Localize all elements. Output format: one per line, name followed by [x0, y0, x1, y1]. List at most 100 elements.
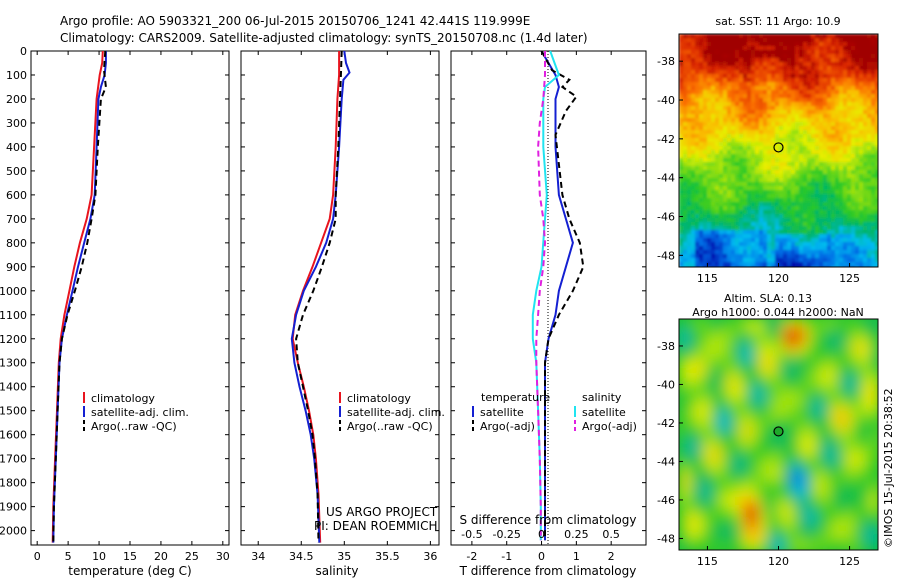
sst-cell [815, 162, 820, 167]
sst-cell [771, 218, 776, 223]
sst-cell [867, 70, 872, 75]
sst-cell [691, 202, 696, 207]
sst-cell [763, 102, 768, 107]
sst-cell [771, 78, 776, 83]
sst-cell [695, 158, 700, 163]
sst-cell [771, 242, 776, 247]
sst-cell [739, 214, 744, 219]
sst-cell [811, 258, 816, 263]
sst-cell [771, 178, 776, 183]
sst-cell [683, 214, 688, 219]
sla-cell [719, 511, 728, 520]
depth-tick-label: 600 [6, 189, 27, 202]
sst-cell [855, 242, 860, 247]
sst-cell [871, 38, 876, 43]
sst-cell [751, 106, 756, 111]
sst-cell [815, 138, 820, 143]
sst-cell [731, 134, 736, 139]
sst-cell [815, 146, 820, 151]
sst-cell [871, 202, 876, 207]
sst-cell [751, 58, 756, 63]
sst-cell [827, 74, 832, 79]
sla-cell [703, 407, 712, 416]
legend-label: Argo(-adj) [480, 420, 535, 433]
sst-cell [807, 130, 812, 135]
sst-cell [751, 98, 756, 103]
sst-cell [847, 102, 852, 107]
sst-cell [767, 54, 772, 59]
sst-cell [691, 94, 696, 99]
sst-cell [727, 46, 732, 51]
sst-cell [715, 242, 720, 247]
sst-cell [767, 146, 772, 151]
sst-cell [771, 118, 776, 123]
sst-cell [763, 114, 768, 119]
sst-cell [847, 182, 852, 187]
sst-cell [735, 86, 740, 91]
sst-cell [855, 134, 860, 139]
sla-cell [815, 479, 824, 488]
depth-tick-label: 100 [6, 69, 27, 82]
sst-cell [779, 66, 784, 71]
sst-cell [739, 90, 744, 95]
sst-cell [783, 174, 788, 179]
sst-cell [855, 206, 860, 211]
argo-position-marker [773, 142, 784, 153]
sst-cell [819, 162, 824, 167]
sst-cell [871, 174, 876, 179]
sst-cell [715, 126, 720, 131]
sst-cell [815, 82, 820, 87]
figure-title-line-2: Climatology: CARS2009. Satellite-adjuste… [60, 31, 588, 45]
sst-cell [871, 210, 876, 215]
sst-cell [687, 178, 692, 183]
sla-cell [855, 319, 864, 328]
sst-cell [855, 170, 860, 175]
sst-cell [835, 46, 840, 51]
sst-cell [719, 118, 724, 123]
sst-cell [763, 94, 768, 99]
sst-cell [867, 158, 872, 163]
sst-cell [819, 34, 824, 39]
sst-cell [839, 50, 844, 55]
sst-cell [731, 198, 736, 203]
sla-cell [695, 527, 704, 536]
sst-cell [803, 86, 808, 91]
sst-cell [771, 94, 776, 99]
sla-cell [775, 351, 784, 360]
sla-cell [703, 471, 712, 480]
temperature-argo-raw-qc--line [52, 50, 107, 543]
sst-cell [831, 134, 836, 139]
sst-cell [835, 94, 840, 99]
sst-cell [679, 262, 684, 267]
sla-cell [807, 367, 816, 376]
sla-cell [775, 447, 784, 456]
sst-cell [719, 234, 724, 239]
sst-cell [815, 210, 820, 215]
sst-cell [795, 130, 800, 135]
sst-cell [819, 222, 824, 227]
sst-cell [731, 98, 736, 103]
sst-cell [759, 150, 764, 155]
sst-cell [787, 234, 792, 239]
sst-cell [699, 58, 704, 63]
sst-cell [835, 50, 840, 55]
sst-cell [731, 246, 736, 251]
sst-cell [679, 102, 684, 107]
sst-cell [767, 210, 772, 215]
sst-cell [683, 114, 688, 119]
sla-cell [759, 359, 768, 368]
sst-cell [751, 258, 756, 263]
sst-cell [803, 106, 808, 111]
sst-cell [699, 98, 704, 103]
sla-cell [871, 423, 878, 432]
sst-cell [831, 142, 836, 147]
sst-cell [823, 110, 828, 115]
sst-cell [719, 170, 724, 175]
sst-cell [839, 250, 844, 255]
sla-cell [703, 503, 712, 512]
sla-cell [679, 327, 688, 336]
sst-cell [711, 170, 716, 175]
sst-cell [843, 170, 848, 175]
sst-cell [739, 230, 744, 235]
sst-cell [807, 106, 812, 111]
